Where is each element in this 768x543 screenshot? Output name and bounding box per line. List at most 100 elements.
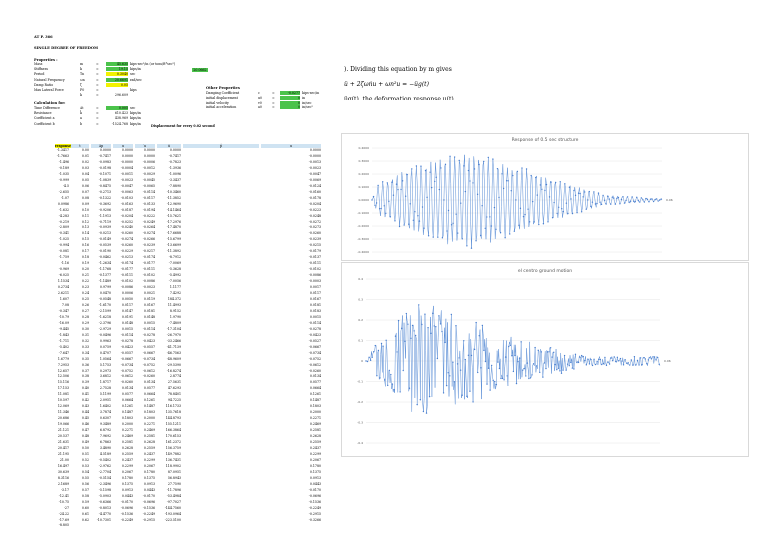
table-cell: -0.0423 <box>135 339 155 343</box>
series-point <box>545 368 546 369</box>
series-point <box>529 221 530 222</box>
series-point <box>494 381 495 382</box>
other-value[interactable]: 0 <box>280 105 300 109</box>
table-cell: 0.2581 <box>261 428 321 432</box>
series-point <box>454 381 455 382</box>
series-point <box>384 379 385 380</box>
param-value[interactable]: 19.15 <box>106 67 128 71</box>
series-point <box>377 185 378 186</box>
series-point <box>555 364 556 365</box>
series-point <box>598 192 599 193</box>
other-unit: in <box>302 96 305 100</box>
series-point <box>641 364 642 365</box>
param-value[interactable]: 0.3040 <box>106 72 128 76</box>
table-cell: -1.0839 <box>91 178 111 182</box>
param-value[interactable]: 20.6691 <box>106 78 128 82</box>
table-cell: 0.2628 <box>113 446 133 450</box>
table-cell: -0.1536 <box>113 512 133 516</box>
table-cell: -0.0149 <box>91 237 111 241</box>
other-label: initial displacement <box>206 96 238 100</box>
series-point <box>502 378 503 379</box>
table-cell: 7.4292 <box>157 291 181 295</box>
series-point <box>481 205 482 206</box>
param-value: 610.423 <box>106 111 128 115</box>
series-point <box>519 357 520 358</box>
series-point <box>530 175 531 176</box>
table-cell: -2.3796 <box>91 321 111 325</box>
table-cell: -0.0000 <box>113 160 133 164</box>
series-point <box>472 182 473 183</box>
series-point <box>432 313 433 314</box>
extra-green-cell[interactable]: 20.0662 <box>192 68 208 72</box>
series-point <box>410 203 411 204</box>
table-cell: -0.3266 <box>261 518 321 522</box>
response-cell: 20.417 <box>52 446 69 450</box>
series-point <box>530 377 531 378</box>
series-point <box>578 193 579 194</box>
series-point <box>654 199 655 200</box>
table-cell: 0.1487 <box>261 398 321 402</box>
table-cell: -0.0179 <box>261 249 321 253</box>
other-symbol: u0 <box>258 96 262 100</box>
table-cell: -0.0752 <box>113 369 133 373</box>
series-point <box>427 327 428 328</box>
series-point <box>407 323 408 324</box>
table-cell: -0.8013 <box>91 506 111 510</box>
series-point <box>398 320 399 321</box>
series-point <box>629 364 630 365</box>
other-value[interactable]: 0 <box>280 101 300 105</box>
table-cell: 4.5189 <box>91 452 111 456</box>
series-point <box>614 356 615 357</box>
table-cell: 0.0913 <box>135 482 155 486</box>
other-value[interactable]: -0.0277 <box>280 91 300 95</box>
response-cell: 17.153 <box>52 386 69 390</box>
table-cell: 1.6402 <box>91 404 111 408</box>
response-cell: -0.969 <box>52 267 69 271</box>
series-point <box>581 211 582 212</box>
table-cell-t: 0.40 <box>71 386 89 390</box>
series-point <box>558 207 559 208</box>
series-point <box>486 216 487 217</box>
series-point <box>472 401 473 402</box>
table-cell: -2.1599 <box>91 309 111 313</box>
series-point <box>415 335 416 336</box>
response-cell: 21.195 <box>52 452 69 456</box>
series-point <box>567 213 568 214</box>
param-value[interactable]: 0.005 <box>106 106 128 110</box>
table-cell: -0.0160 <box>261 190 321 194</box>
series-point <box>471 355 472 356</box>
series-point <box>441 331 442 332</box>
param-value[interactable]: 0.05 <box>106 83 128 87</box>
table-cell: -0.0260 <box>113 243 133 247</box>
series-point <box>653 201 654 202</box>
table-cell: -0.0696 <box>261 494 321 498</box>
series-point <box>570 362 571 363</box>
table-cell: -144.7560 <box>157 506 181 510</box>
table-cell: -0.0223 <box>261 208 321 212</box>
param-value[interactable]: 45.635 <box>106 62 128 66</box>
series-point <box>393 389 394 390</box>
response-cell: -1.07 <box>52 196 69 200</box>
table-cell: 0.2271 <box>261 416 321 420</box>
response-cell: -0.081 <box>52 249 69 253</box>
series-point <box>657 200 658 201</box>
table-cell: -0.0003 <box>261 279 321 283</box>
series-point <box>541 189 542 190</box>
series-point <box>573 368 574 369</box>
series-point <box>546 184 547 185</box>
series-point <box>586 209 587 210</box>
table-cell: -1.2634 <box>91 261 111 265</box>
series-point <box>649 357 650 358</box>
table-cell: 0.1780 <box>113 476 133 480</box>
series-point <box>553 202 554 203</box>
series-point <box>387 385 388 386</box>
table-cell: 0.0006 <box>113 291 133 295</box>
table-cell: 0.2559 <box>261 440 321 444</box>
table-cell: 0.1780 <box>261 464 321 468</box>
table-cell-t: 0.27 <box>71 309 89 313</box>
series-point <box>419 220 420 221</box>
other-value[interactable]: 0 <box>280 96 300 100</box>
x-tick-label: 0.06 <box>666 198 673 202</box>
table-cell: -0.0222 <box>135 214 155 218</box>
response-cell: -17.69 <box>52 518 69 522</box>
